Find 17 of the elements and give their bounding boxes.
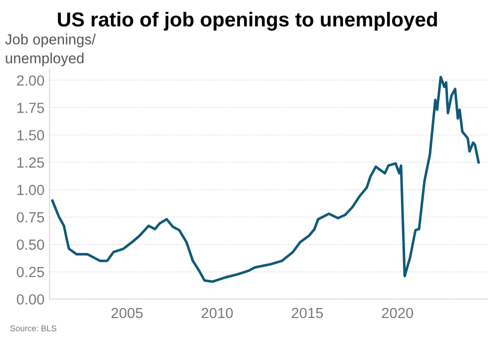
line-series xyxy=(51,76,480,283)
y-tick-label: 0.50 xyxy=(16,240,44,250)
y-tick-label: 1.25 xyxy=(17,157,44,168)
y-tick-label: 0.75 xyxy=(16,212,44,222)
y-tick-label: 1.50 xyxy=(17,130,44,140)
x-tick-label: 2020 xyxy=(382,308,414,318)
y-tick-label: 2.00 xyxy=(16,75,44,86)
chart-title: US ratio of job openings to unemployed xyxy=(58,12,437,31)
y-tick-label: 0.25 xyxy=(16,266,44,278)
x-tick-label: 2015 xyxy=(292,308,323,318)
y-tick-label: 1.00 xyxy=(17,184,44,196)
y-tick-label: 1.75 xyxy=(17,102,44,114)
x-tick-label: 2005 xyxy=(112,308,143,318)
source-note: Source: BLS xyxy=(10,325,56,332)
x-tick-label: 2010 xyxy=(202,308,233,318)
y-tick-label: 0.00 xyxy=(16,294,44,305)
y-axis-title: Job openings/ unemployed xyxy=(5,34,96,66)
